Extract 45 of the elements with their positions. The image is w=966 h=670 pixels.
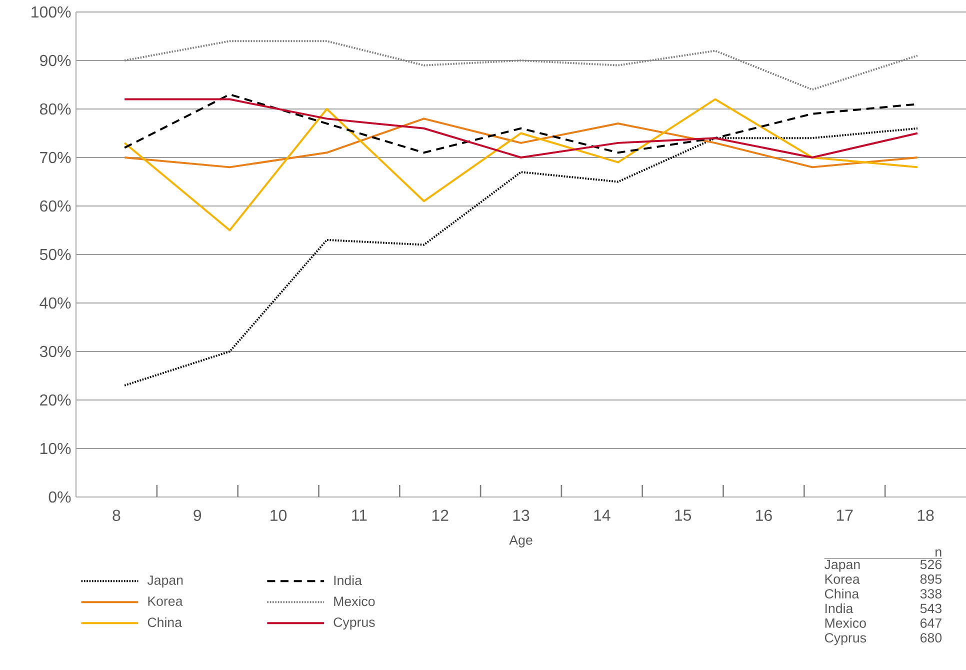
legend-label: India — [334, 575, 362, 586]
x-tick-label: 8 — [112, 510, 120, 522]
y-tick-label: 0% — [48, 491, 71, 503]
text: Mexico — [825, 618, 866, 628]
text: 680 — [920, 633, 942, 643]
y-tick-label: 40% — [40, 297, 71, 309]
legend-label: Cyprus — [334, 618, 375, 630]
y-tick-label: 30% — [40, 346, 71, 358]
x-tick-label: 9 — [194, 510, 202, 522]
y-tick-label: 70% — [40, 152, 71, 164]
line-series — [124, 40, 918, 91]
text: 895 — [920, 574, 942, 584]
y-tick-label: 10% — [40, 442, 71, 454]
x-tick-label: 18 — [918, 510, 934, 522]
x-tick-label: 17 — [836, 510, 853, 521]
text: n — [936, 549, 942, 557]
text: 526 — [920, 560, 942, 570]
x-tick-label: 13 — [513, 510, 530, 522]
y-tick-label: 80% — [40, 103, 71, 115]
line-series — [124, 98, 918, 232]
legend-label: Japan — [147, 576, 183, 588]
x-tick-label: 16 — [756, 510, 772, 522]
text: 543 — [920, 604, 942, 614]
y-tick-label: 100% — [32, 6, 71, 18]
y-tick-label: 90% — [40, 54, 71, 66]
text: China — [824, 588, 860, 599]
text: Japan — [824, 560, 860, 572]
x-tick-label: 11 — [352, 510, 367, 521]
text: 338 — [920, 589, 942, 599]
legend-label: Mexico — [334, 596, 375, 606]
x-tick-label: 14 — [594, 510, 610, 521]
y-tick-label: 50% — [40, 248, 71, 260]
legend-label: China — [148, 617, 182, 628]
legend-label: Korea — [148, 596, 183, 606]
text: India — [826, 603, 854, 614]
x-tick-label: 15 — [675, 510, 692, 521]
x-tick-label: 10 — [270, 510, 287, 522]
text: Korea — [825, 574, 860, 584]
line-series — [124, 118, 918, 168]
text: Cyprus — [824, 633, 866, 646]
y-tick-label: 60% — [40, 200, 71, 212]
x-tick-label: 12 — [432, 510, 448, 521]
y-tick-label: 20% — [40, 394, 71, 406]
x-axis-title: Age — [509, 536, 532, 548]
text: 647 — [920, 618, 942, 628]
